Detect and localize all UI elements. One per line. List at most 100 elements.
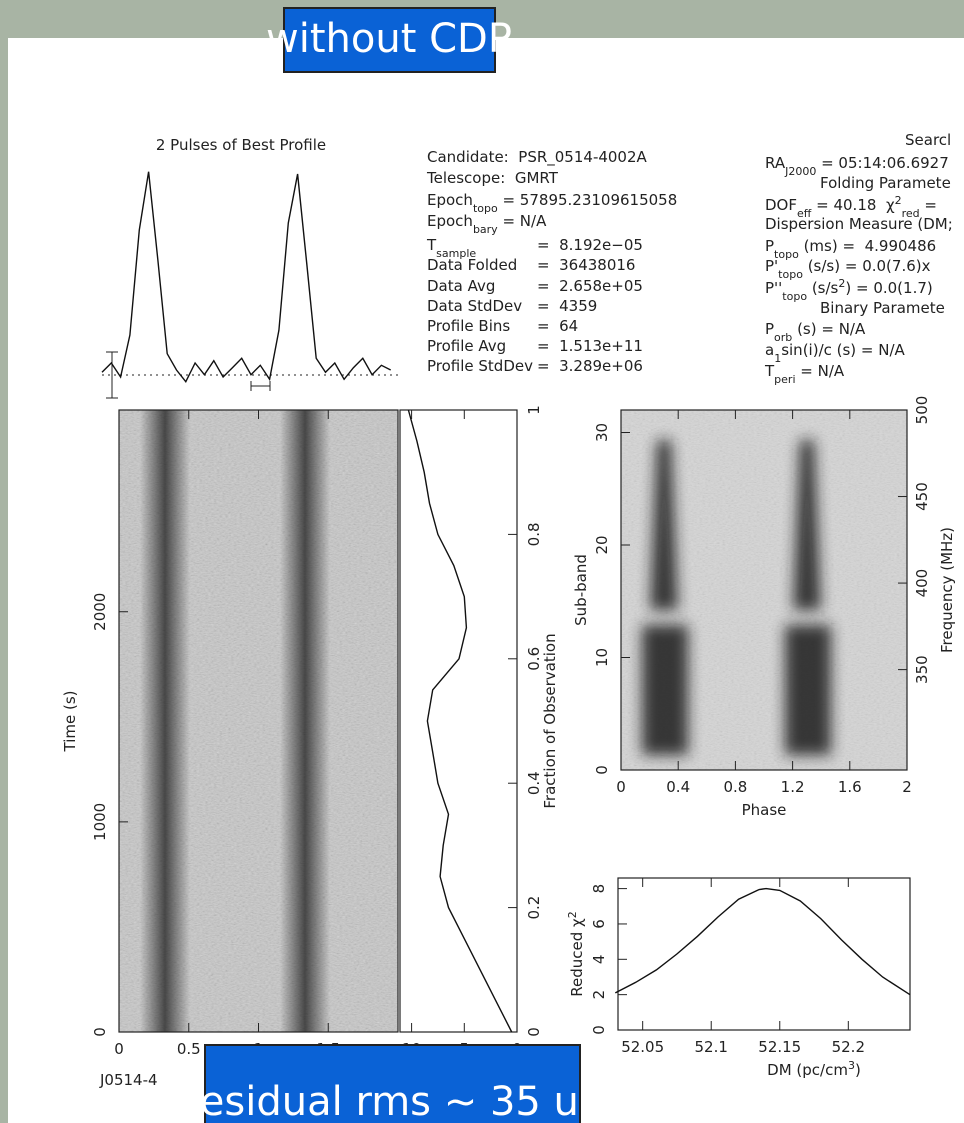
y-tick-label: 20 <box>593 535 611 554</box>
text-part: Binary Paramete <box>820 299 945 317</box>
info-label: P''topo (s/s2) = 0.0(1.7) <box>765 277 933 303</box>
info-value: = 4359 <box>537 297 597 315</box>
info-label: Candidate: PSR_0514-4002A <box>427 148 648 167</box>
profile-decoration <box>102 351 400 399</box>
text-part: red <box>902 207 920 220</box>
text-part: sin(i)/c (s) = N/A <box>781 341 905 359</box>
x-axis-label: Phase <box>742 801 787 819</box>
text-part: = <box>920 196 937 214</box>
info-label: Data StdDev <box>427 297 522 315</box>
slide-title: without CDP <box>266 16 512 62</box>
text-part: topo <box>774 248 799 261</box>
text-part: P' <box>765 257 778 275</box>
info-label: Tsample <box>426 236 476 260</box>
text-part: topo <box>473 202 498 215</box>
y-tick-label: 10 <box>593 648 611 667</box>
text-part: Telescope: GMRT <box>426 169 559 187</box>
info-label: Data Folded <box>427 256 517 274</box>
x-tick-label: 0.4 <box>666 778 690 796</box>
x-tick-label: 0 <box>114 1040 124 1058</box>
text-part: (s/s <box>807 279 838 297</box>
info-value: = 3.289e+06 <box>537 357 643 375</box>
info-label: Porb (s) = N/A <box>765 320 866 344</box>
info-label: Epochtopo = 57895.23109615058 <box>427 191 677 215</box>
text-part: 3 <box>848 1059 855 1072</box>
y-tick-label: 0.2 <box>525 896 543 920</box>
text-part: J2000 <box>784 165 816 178</box>
text-part: = 05:14:06.6927 <box>816 154 948 172</box>
info-header: Searcl <box>905 131 951 149</box>
text-part: 2 <box>895 194 902 207</box>
text-part: peri <box>774 373 795 386</box>
text-part: Dispersion Measure (DM; <box>765 215 953 233</box>
y-tick-label: 4 <box>590 955 608 965</box>
y2-tick-label: 450 <box>913 482 931 511</box>
plot-frame <box>399 409 518 1033</box>
info-label: Ptopo (ms) = 4.990486 <box>765 237 936 261</box>
y-tick-label: 0 <box>593 765 611 775</box>
y-tick-label: 1 <box>525 405 543 415</box>
text-part: sample <box>436 247 476 260</box>
info-label: a1sin(i)/c (s) = N/A <box>765 341 906 365</box>
text-part: Epoch <box>427 212 473 230</box>
text-part: Time (s) <box>61 691 79 753</box>
time-phase-image <box>119 410 398 1032</box>
info-value: = 36438016 <box>537 256 635 274</box>
text-part: Frequency (MHz) <box>938 527 956 653</box>
data-line <box>101 171 392 383</box>
info-label: P'topo (s/s) = 0.0(7.6)x <box>765 257 931 281</box>
text-part: = N/A <box>796 362 845 380</box>
y-tick-label: 30 <box>593 423 611 442</box>
y-tick-label: 0 <box>91 1027 109 1037</box>
text-part: eff <box>797 207 812 220</box>
slide-caption: residual rms ~ 35 us <box>184 1079 600 1123</box>
text-part: RA <box>765 154 786 172</box>
text-part: Phase <box>742 801 787 819</box>
info-label: Tperi = N/A <box>764 362 845 386</box>
info-label: Telescope: GMRT <box>426 169 559 187</box>
info-label: Dispersion Measure (DM; <box>765 215 953 233</box>
x-tick-label: 52.05 <box>621 1038 664 1056</box>
y2-tick-label: 400 <box>913 569 931 598</box>
info-value: = 1.513e+11 <box>537 337 643 355</box>
text-part: Folding Paramete <box>820 174 951 192</box>
y-tick-label: 0.4 <box>525 771 543 795</box>
y-axis-label: Reduced χ2 <box>566 911 587 996</box>
x-tick-label: 2 <box>902 778 912 796</box>
text-part: Profile StdDev <box>427 357 533 375</box>
text-part: Epoch <box>427 191 473 209</box>
y-axis-label: Fraction of Observation <box>541 633 559 808</box>
x-tick-label: 1.2 <box>781 778 805 796</box>
info-label: Profile StdDev <box>427 357 533 375</box>
text-part: Reduced χ <box>568 918 586 997</box>
text-part: Data Avg <box>427 277 495 295</box>
text-part: T <box>426 236 437 254</box>
y2-tick-label: 350 <box>913 655 931 684</box>
text-part: (ms) = 4.990486 <box>799 237 936 255</box>
info-label: Profile Avg <box>427 337 506 355</box>
text-part: P <box>765 237 774 255</box>
text-part: = 57895.23109615058 <box>498 191 678 209</box>
text-part: bary <box>473 223 498 236</box>
text-part: 1 <box>774 352 781 365</box>
x-tick-label: 0.5 <box>177 1040 201 1058</box>
y-tick-label: 0 <box>590 1025 608 1035</box>
y-tick-label: 6 <box>590 919 608 929</box>
text-part: ) <box>855 1061 861 1079</box>
text-part: Profile Bins <box>427 317 510 335</box>
y2-tick-label: 500 <box>913 396 931 425</box>
text-part: topo <box>778 268 803 281</box>
y-axis-label: Sub-band <box>572 554 590 626</box>
text-part: Data StdDev <box>427 297 522 315</box>
title-box: without CDP <box>266 7 512 73</box>
x-tick-label: 52.1 <box>695 1038 728 1056</box>
text-part: Profile Avg <box>427 337 506 355</box>
subband-phase-image <box>621 410 907 770</box>
y-tick-label: 0.8 <box>525 522 543 546</box>
text-part: T <box>764 362 775 380</box>
y-tick-label: 8 <box>590 884 608 894</box>
info-label: Binary Paramete <box>820 299 945 317</box>
text-part: DM (pc/cm <box>767 1061 848 1079</box>
text-part: Fraction of Observation <box>541 633 559 808</box>
